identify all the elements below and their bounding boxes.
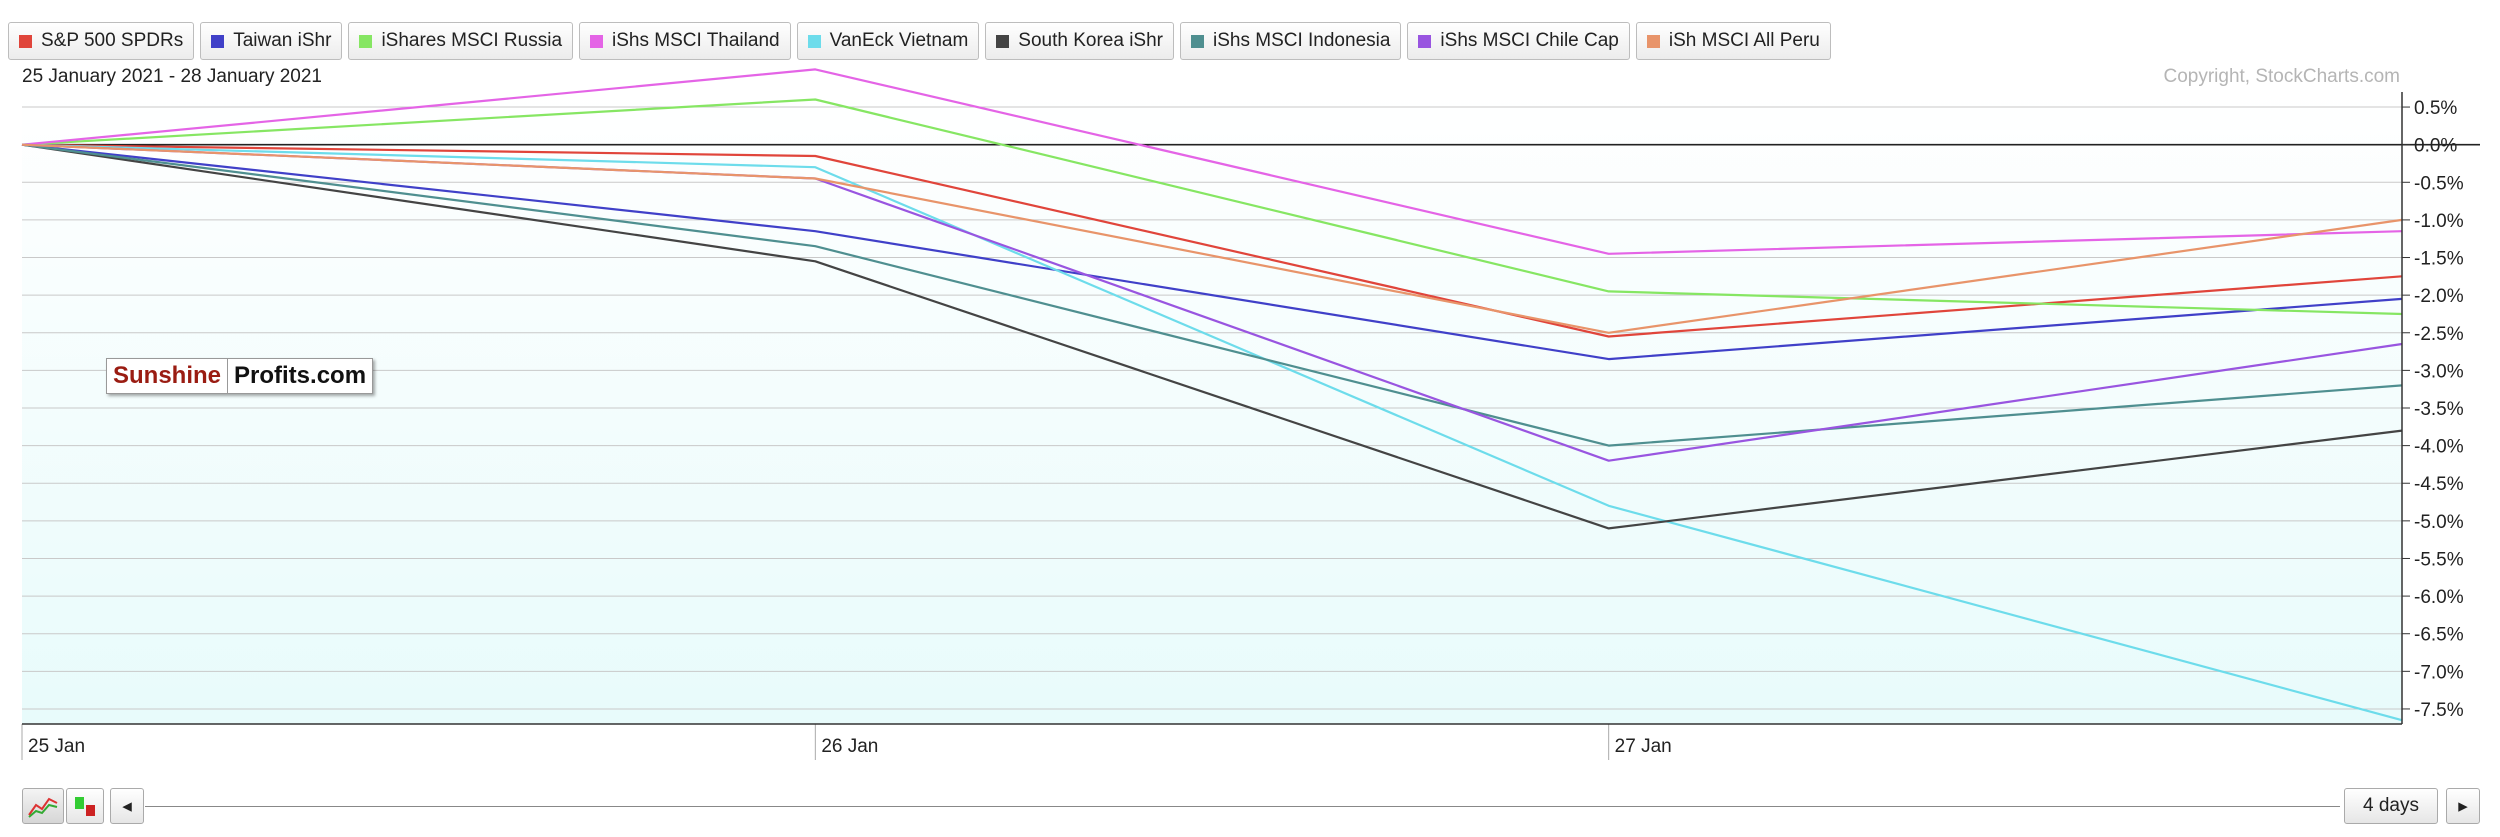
- line-chart-toggle-button[interactable]: [22, 788, 64, 824]
- series-group: [21, 68, 2403, 722]
- x-tick-label: 25 Jan: [28, 736, 85, 757]
- y-tick-label: -3.5%: [2414, 399, 2464, 420]
- chevron-right-icon: ▸: [2458, 795, 2468, 817]
- legend-swatch: [1191, 34, 1204, 48]
- series-line-3: [21, 68, 2403, 255]
- range-button[interactable]: 4 days: [2344, 788, 2438, 824]
- chevron-left-icon: ◂: [122, 795, 132, 817]
- y-tick-label: -1.0%: [2414, 211, 2464, 232]
- line-chart-icon: [28, 797, 58, 818]
- y-tick-label: -2.5%: [2414, 324, 2464, 345]
- chart-toolbar: ◂ 4 days ▸: [0, 782, 2500, 832]
- y-axis-labels: 0.5% 0.0% -0.5% -1.0% -1.5% -2.0% -2.5% -3.0% -3…: [2402, 98, 2464, 721]
- legend: S&P 500 SPDRs Taiwan iShr iShares MSCI Rus…: [8, 22, 1831, 60]
- legend-item-8[interactable]: iSh MSCI All Peru: [1635, 22, 1831, 60]
- legend-item-2[interactable]: iShares MSCI Russia: [348, 22, 574, 60]
- watermark-logo: Sunshine Profits.com: [106, 358, 374, 394]
- scroll-right-button[interactable]: ▸: [2446, 788, 2480, 824]
- series-line-8: [21, 143, 2403, 334]
- y-tick-label: -5.5%: [2414, 549, 2464, 570]
- x-tick-label: 27 Jan: [1615, 736, 1672, 757]
- legend-label: iShs MSCI Thailand: [612, 30, 780, 51]
- series-line-2: [21, 98, 2403, 316]
- legend-label: iShs MSCI Chile Cap: [1440, 30, 1619, 51]
- scroll-left-button[interactable]: ◂: [110, 788, 144, 824]
- legend-swatch: [1646, 34, 1660, 48]
- legend-swatch: [996, 34, 1010, 48]
- y-tick-label: -6.5%: [2414, 625, 2464, 646]
- legend-label: iShares MSCI Russia: [381, 30, 563, 51]
- y-tick-label: -1.5%: [2414, 249, 2464, 270]
- legend-swatch: [211, 34, 225, 48]
- series-line-0: [21, 143, 2403, 338]
- y-tick-label: -7.5%: [2414, 700, 2464, 721]
- range-label: 4 days: [2363, 795, 2419, 816]
- grid: [22, 106, 2402, 710]
- legend-label: iShs MSCI Indonesia: [1213, 30, 1391, 51]
- x-axis-labels: 25 Jan 26 Jan 27 Jan: [28, 736, 1672, 757]
- y-tick-label: -3.0%: [2414, 361, 2464, 382]
- legend-swatch: [807, 34, 821, 48]
- series-line-1: [21, 143, 2403, 361]
- legend-item-0[interactable]: S&P 500 SPDRs: [8, 22, 195, 60]
- legend-item-7[interactable]: iShs MSCI Chile Cap: [1407, 22, 1630, 60]
- x-grid: [21, 724, 1610, 760]
- legend-swatch: [19, 34, 32, 48]
- date-range: 25 January 2021 - 28 January 2021: [22, 66, 322, 87]
- y-tick-label: -0.5%: [2414, 173, 2464, 194]
- legend-label: VanEck Vietnam: [829, 30, 969, 51]
- y-tick-label: 0.5%: [2414, 98, 2457, 119]
- y-tick-label: 0.0%: [2414, 136, 2457, 157]
- candle-chart-icon: [75, 797, 95, 816]
- y-tick-label: -6.0%: [2414, 587, 2464, 608]
- legend-item-4[interactable]: VanEck Vietnam: [796, 22, 980, 60]
- y-tick-label: -7.0%: [2414, 662, 2464, 683]
- candle-chart-toggle-button[interactable]: [66, 788, 104, 824]
- watermark-part2: Profits.com: [234, 362, 367, 389]
- watermark-part1: Sunshine: [107, 359, 229, 393]
- y-tick-label: -4.5%: [2414, 474, 2464, 495]
- legend-label: iSh MSCI All Peru: [1668, 30, 1820, 51]
- legend-label: South Korea iShr: [1018, 30, 1163, 51]
- copyright: Copyright, StockCharts.com: [2163, 66, 2400, 87]
- y-tick-label: -5.0%: [2414, 512, 2464, 533]
- legend-label: Taiwan iShr: [233, 30, 332, 51]
- x-tick-label: 26 Jan: [821, 736, 878, 757]
- y-tick-label: -4.0%: [2414, 437, 2464, 458]
- legend-item-6[interactable]: iShs MSCI Indonesia: [1180, 22, 1402, 60]
- legend-item-1[interactable]: Taiwan iShr: [200, 22, 343, 60]
- series-line-5: [21, 143, 2403, 530]
- legend-label: S&P 500 SPDRs: [41, 30, 184, 51]
- y-tick-label: -2.0%: [2414, 286, 2464, 307]
- scroll-track[interactable]: [145, 806, 2340, 807]
- legend-item-3[interactable]: iShs MSCI Thailand: [579, 22, 791, 60]
- series-line-6: [21, 143, 2403, 447]
- legend-item-5[interactable]: South Korea iShr: [985, 22, 1174, 60]
- legend-swatch: [590, 34, 604, 48]
- series-line-4: [21, 143, 2403, 722]
- legend-swatch: [1418, 34, 1432, 48]
- legend-swatch: [359, 34, 373, 48]
